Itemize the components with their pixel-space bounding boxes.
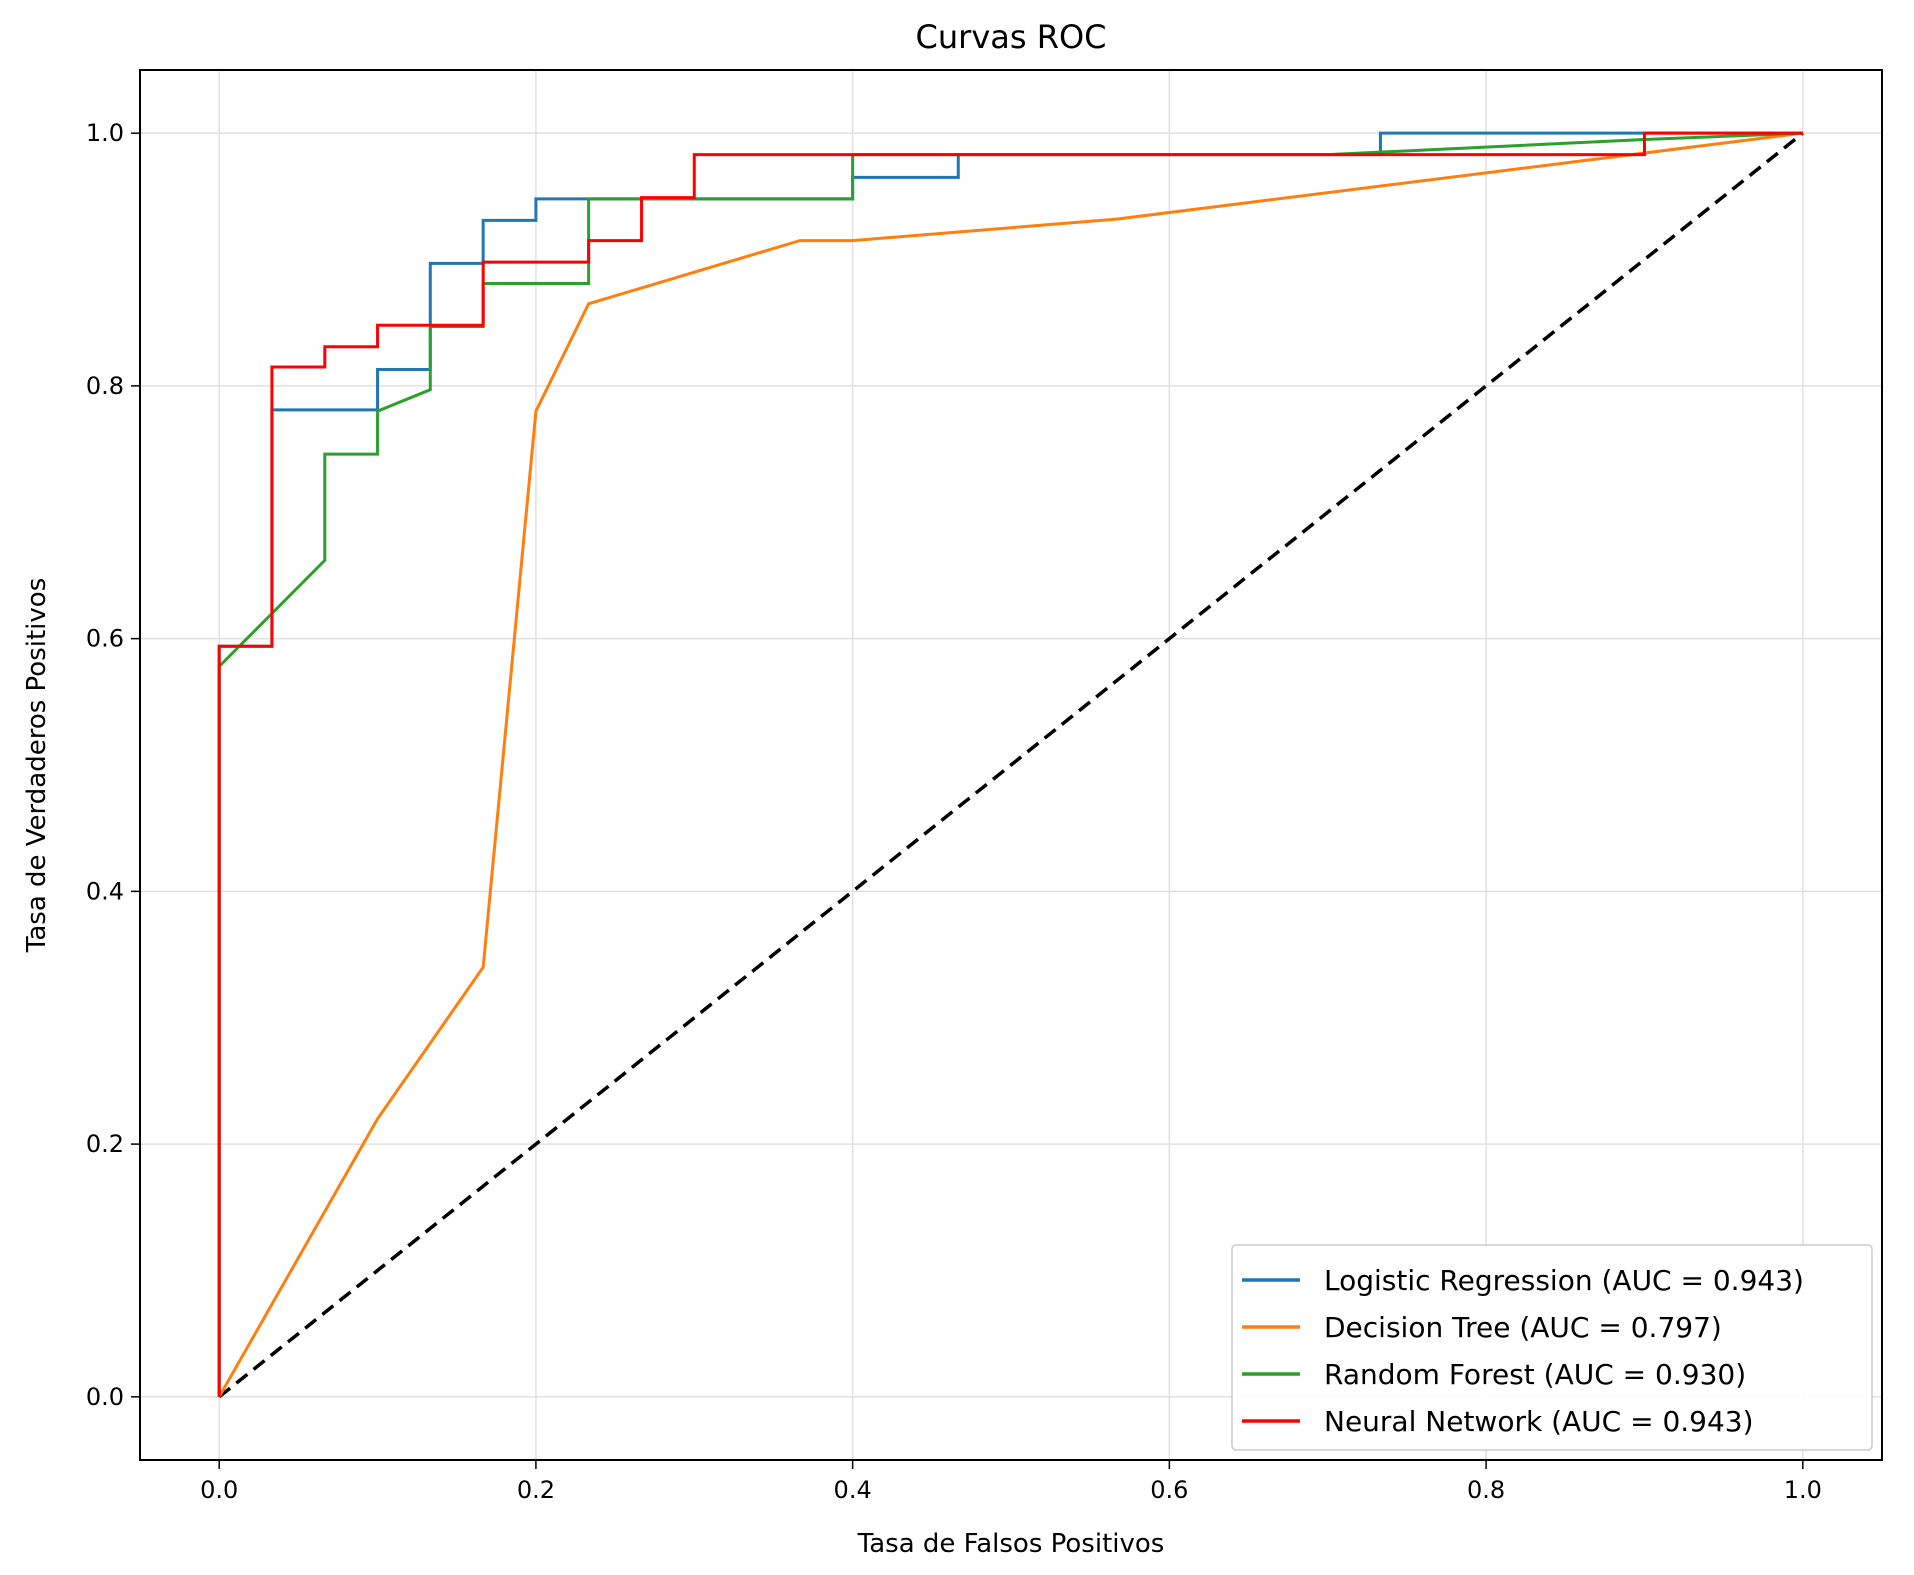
x-tick-label: 1.0 (1784, 1476, 1822, 1504)
x-tick-label: 0.6 (1150, 1476, 1188, 1504)
x-tick-label: 0.2 (517, 1476, 555, 1504)
x-tick-label: 0.8 (1467, 1476, 1505, 1504)
legend-entry-label: Random Forest (AUC = 0.930) (1324, 1358, 1746, 1391)
chart-title: Curvas ROC (916, 18, 1107, 56)
y-tick-label: 0.8 (86, 372, 124, 400)
legend-box (1231, 1244, 1873, 1451)
y-axis-label: Tasa de Verdaderos Positivos (22, 578, 52, 953)
x-tick-label: 0.4 (834, 1476, 872, 1504)
legend: Logistic Regression (AUC = 0.943) Decisio… (1231, 1244, 1873, 1451)
ticks: 0.0 0.2 0.4 0.6 0.8 1.0 0.0 0.2 0.4 0.6 0.8 1.0 (86, 119, 1822, 1504)
series-line-neural-network (217, 131, 1803, 1397)
reference-diagonal-line (218, 131, 1804, 1399)
grid (140, 70, 1882, 1460)
y-tick-label: 0.6 (86, 625, 124, 653)
y-tick-label: 0.2 (86, 1130, 124, 1158)
x-tick-label: 0.0 (200, 1476, 238, 1504)
series-line-decision-tree (217, 131, 1804, 1398)
legend-entry-label: Logistic Regression (AUC = 0.943) (1324, 1264, 1804, 1297)
y-tick-label: 1.0 (86, 119, 124, 147)
series-layer (217, 131, 1804, 1399)
y-tick-label: 0.4 (86, 877, 124, 905)
legend-entry-label: Neural Network (AUC = 0.943) (1324, 1405, 1754, 1438)
y-tick-label: 0.0 (86, 1383, 124, 1411)
x-axis-label: Tasa de Falsos Positivos (857, 1529, 1165, 1559)
plot-frame (139, 69, 1883, 1461)
legend-entry-label: Decision Tree (AUC = 0.797) (1324, 1311, 1722, 1344)
